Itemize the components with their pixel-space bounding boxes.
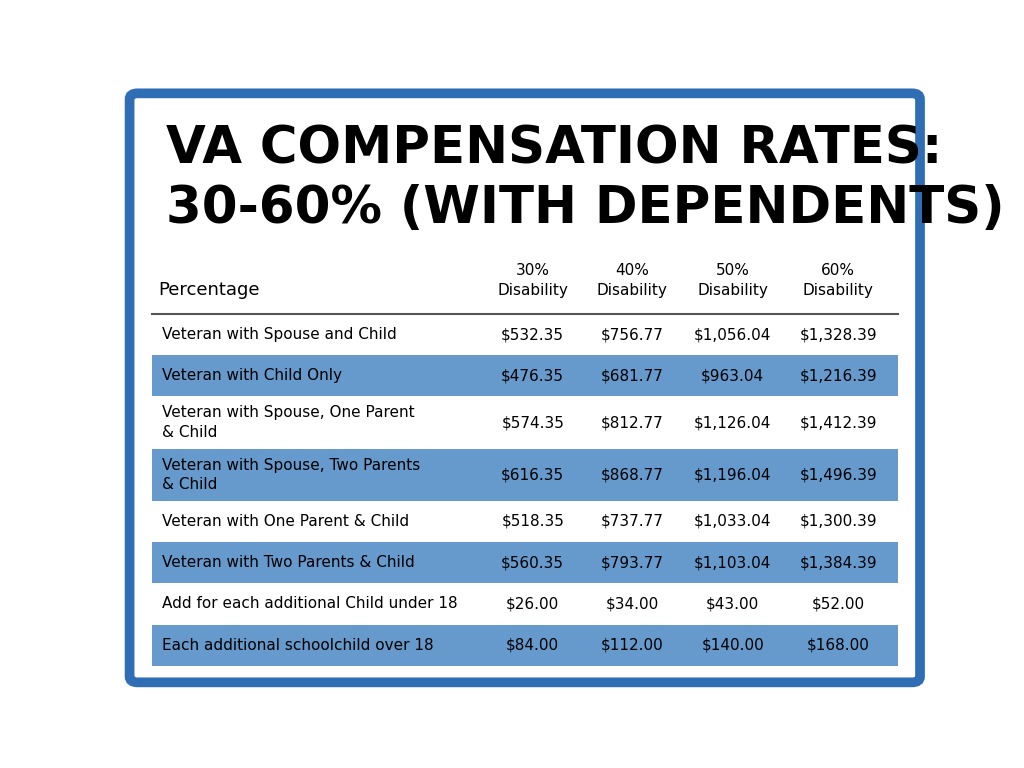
Text: $1,300.39: $1,300.39: [800, 514, 878, 529]
Text: $1,196.04: $1,196.04: [694, 467, 771, 482]
Text: Veteran with Child Only: Veteran with Child Only: [162, 369, 342, 383]
Text: $518.35: $518.35: [502, 514, 564, 529]
Text: VA COMPENSATION RATES:: VA COMPENSATION RATES:: [166, 124, 942, 174]
Text: $140.00: $140.00: [701, 637, 764, 653]
Text: $963.04: $963.04: [701, 369, 764, 383]
Text: $812.77: $812.77: [600, 415, 664, 430]
Text: $1,103.04: $1,103.04: [694, 555, 771, 570]
Text: Percentage: Percentage: [158, 281, 260, 299]
Text: Veteran with One Parent & Child: Veteran with One Parent & Child: [162, 514, 410, 529]
Text: $756.77: $756.77: [600, 327, 664, 342]
Text: Each additional schoolchild over 18: Each additional schoolchild over 18: [162, 637, 434, 653]
Text: Veteran with Spouse, One Parent
& Child: Veteran with Spouse, One Parent & Child: [162, 406, 415, 439]
Text: $560.35: $560.35: [501, 555, 564, 570]
Bar: [152, 624, 898, 666]
FancyBboxPatch shape: [130, 94, 920, 682]
Text: $616.35: $616.35: [501, 467, 564, 482]
Text: $34.00: $34.00: [605, 597, 658, 611]
Text: $574.35: $574.35: [502, 415, 564, 430]
Text: $1,412.39: $1,412.39: [800, 415, 877, 430]
Text: $476.35: $476.35: [501, 369, 564, 383]
Text: 30%
Disability: 30% Disability: [498, 263, 568, 298]
Text: 40%
Disability: 40% Disability: [597, 263, 668, 298]
Text: $1,126.04: $1,126.04: [694, 415, 771, 430]
Text: Veteran with Two Parents & Child: Veteran with Two Parents & Child: [162, 555, 415, 570]
Text: 60%
Disability: 60% Disability: [803, 263, 873, 298]
Text: $112.00: $112.00: [600, 637, 664, 653]
Text: $532.35: $532.35: [501, 327, 564, 342]
Text: 30-60% (WITH DEPENDENTS): 30-60% (WITH DEPENDENTS): [166, 184, 1005, 233]
Text: Add for each additional Child under 18: Add for each additional Child under 18: [162, 597, 458, 611]
Text: $84.00: $84.00: [506, 637, 559, 653]
Text: $1,216.39: $1,216.39: [800, 369, 878, 383]
Text: $1,496.39: $1,496.39: [800, 467, 878, 482]
Text: $737.77: $737.77: [600, 514, 664, 529]
Text: $681.77: $681.77: [600, 369, 664, 383]
Text: $43.00: $43.00: [707, 597, 760, 611]
Text: $52.00: $52.00: [812, 597, 865, 611]
Text: $868.77: $868.77: [600, 467, 664, 482]
Text: 50%
Disability: 50% Disability: [697, 263, 768, 298]
Bar: [152, 355, 898, 396]
Text: $793.77: $793.77: [600, 555, 664, 570]
Text: $1,384.39: $1,384.39: [800, 555, 878, 570]
Bar: [152, 449, 898, 501]
Text: $168.00: $168.00: [807, 637, 869, 653]
Text: Veteran with Spouse, Two Parents
& Child: Veteran with Spouse, Two Parents & Child: [162, 458, 421, 492]
Text: $1,056.04: $1,056.04: [694, 327, 771, 342]
Text: $26.00: $26.00: [506, 597, 559, 611]
Text: $1,328.39: $1,328.39: [800, 327, 878, 342]
Text: Veteran with Spouse and Child: Veteran with Spouse and Child: [162, 327, 397, 342]
Text: $1,033.04: $1,033.04: [694, 514, 771, 529]
Bar: [152, 542, 898, 584]
